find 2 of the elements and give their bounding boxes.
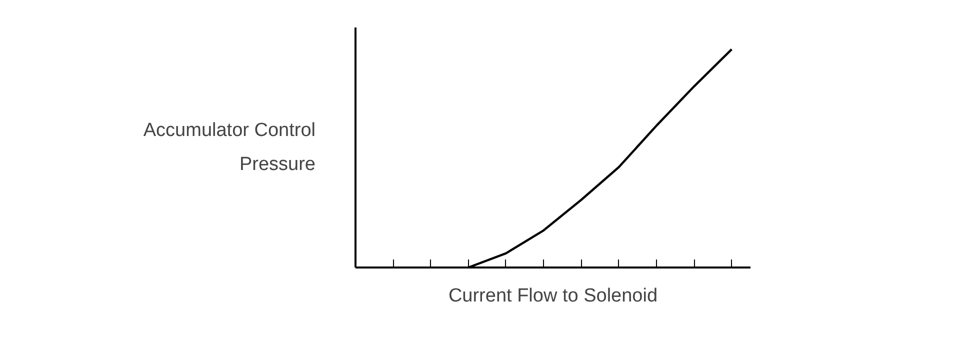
x-axis-title: Current Flow to Solenoid bbox=[448, 286, 658, 306]
y-axis-title: Accumulator Control Pressure bbox=[143, 120, 316, 175]
